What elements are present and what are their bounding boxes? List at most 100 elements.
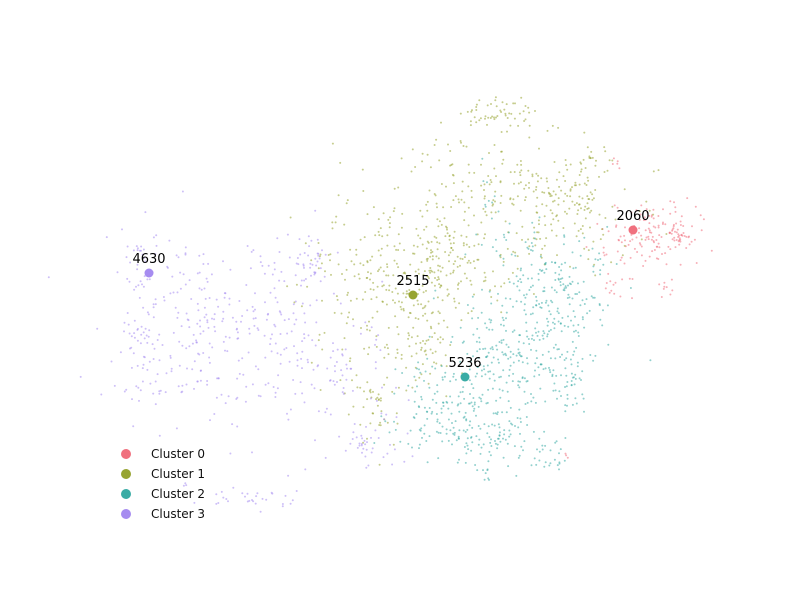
point-cluster-2 bbox=[481, 157, 484, 160]
point-cluster-1 bbox=[467, 259, 470, 262]
point-cluster-1 bbox=[604, 150, 607, 153]
point-cluster-2 bbox=[543, 290, 546, 293]
point-cluster-2 bbox=[524, 241, 527, 244]
point-cluster-1 bbox=[428, 189, 431, 192]
point-cluster-1 bbox=[476, 233, 479, 236]
point-cluster-2 bbox=[535, 295, 538, 298]
point-cluster-2 bbox=[472, 307, 475, 310]
point-cluster-3 bbox=[132, 249, 135, 252]
point-cluster-3 bbox=[370, 436, 372, 439]
point-cluster-3 bbox=[152, 306, 155, 309]
point-cluster-2 bbox=[526, 424, 529, 426]
point-cluster-1 bbox=[378, 398, 380, 401]
point-cluster-1 bbox=[337, 194, 340, 197]
point-cluster-1 bbox=[438, 265, 441, 268]
point-cluster-3 bbox=[283, 348, 286, 351]
point-cluster-1 bbox=[466, 110, 469, 113]
point-cluster-1 bbox=[569, 188, 572, 191]
point-cluster-0 bbox=[677, 233, 680, 236]
point-cluster-3 bbox=[246, 492, 249, 495]
point-cluster-1 bbox=[446, 232, 449, 235]
point-cluster-2 bbox=[420, 427, 423, 430]
point-cluster-1 bbox=[376, 396, 379, 399]
point-cluster-3 bbox=[249, 267, 252, 270]
point-cluster-2 bbox=[480, 400, 483, 403]
point-cluster-2 bbox=[472, 355, 474, 358]
point-cluster-0 bbox=[621, 278, 624, 281]
point-cluster-2 bbox=[502, 264, 505, 267]
point-cluster-2 bbox=[525, 380, 528, 383]
point-cluster-3 bbox=[253, 324, 256, 327]
point-cluster-2 bbox=[539, 363, 542, 366]
point-cluster-1 bbox=[319, 389, 322, 391]
point-cluster-1 bbox=[534, 244, 537, 247]
point-cluster-3 bbox=[154, 303, 157, 306]
point-cluster-2 bbox=[492, 356, 495, 359]
point-cluster-1 bbox=[564, 192, 567, 195]
point-cluster-2 bbox=[471, 317, 474, 320]
point-cluster-1 bbox=[531, 173, 534, 176]
point-cluster-3 bbox=[242, 373, 245, 376]
point-cluster-1 bbox=[501, 101, 504, 104]
point-cluster-1 bbox=[360, 327, 362, 329]
point-cluster-2 bbox=[491, 423, 494, 426]
point-cluster-2 bbox=[488, 290, 491, 293]
point-cluster-2 bbox=[418, 443, 421, 446]
point-cluster-2 bbox=[547, 320, 550, 323]
point-cluster-3 bbox=[158, 390, 161, 393]
point-cluster-1 bbox=[488, 183, 491, 186]
point-cluster-3 bbox=[299, 253, 302, 256]
point-cluster-1 bbox=[368, 346, 371, 349]
point-cluster-1 bbox=[371, 255, 374, 258]
point-cluster-0 bbox=[631, 238, 634, 241]
point-cluster-2 bbox=[480, 243, 483, 246]
point-cluster-2 bbox=[454, 420, 457, 423]
point-cluster-1 bbox=[363, 347, 366, 350]
point-cluster-3 bbox=[130, 366, 133, 369]
point-cluster-0 bbox=[619, 259, 622, 262]
point-cluster-1 bbox=[286, 285, 289, 288]
point-cluster-1 bbox=[414, 379, 417, 382]
point-cluster-3 bbox=[256, 327, 259, 330]
point-cluster-2 bbox=[561, 316, 564, 319]
point-cluster-3 bbox=[395, 416, 398, 419]
point-cluster-3 bbox=[177, 311, 180, 314]
point-cluster-1 bbox=[421, 307, 424, 310]
point-cluster-1 bbox=[399, 281, 401, 284]
point-cluster-0 bbox=[638, 227, 641, 230]
point-cluster-0 bbox=[647, 238, 650, 241]
point-cluster-0 bbox=[675, 222, 678, 225]
point-cluster-3 bbox=[119, 351, 122, 354]
point-cluster-3 bbox=[296, 359, 299, 362]
point-cluster-2 bbox=[512, 282, 515, 285]
point-cluster-1 bbox=[478, 99, 481, 102]
point-cluster-2 bbox=[498, 434, 501, 437]
point-cluster-1 bbox=[435, 138, 438, 141]
point-cluster-0 bbox=[652, 225, 655, 228]
point-cluster-3 bbox=[128, 332, 131, 335]
point-cluster-2 bbox=[629, 287, 632, 289]
point-cluster-2 bbox=[426, 417, 429, 420]
point-cluster-1 bbox=[421, 363, 424, 366]
point-cluster-0 bbox=[637, 231, 640, 234]
point-cluster-1 bbox=[483, 195, 486, 198]
point-cluster-3 bbox=[355, 436, 358, 439]
point-cluster-1 bbox=[402, 309, 405, 312]
point-cluster-0 bbox=[611, 163, 614, 165]
point-cluster-1 bbox=[581, 197, 584, 200]
point-cluster-3 bbox=[170, 370, 173, 373]
point-cluster-0 bbox=[585, 246, 588, 248]
point-cluster-3 bbox=[144, 327, 147, 330]
point-cluster-1 bbox=[657, 169, 660, 172]
point-cluster-1 bbox=[652, 170, 655, 173]
centroid-marker-cluster-1 bbox=[408, 290, 418, 300]
point-cluster-3 bbox=[203, 306, 206, 309]
point-cluster-3 bbox=[176, 316, 179, 319]
point-cluster-2 bbox=[432, 297, 435, 300]
point-cluster-3 bbox=[344, 449, 347, 452]
point-cluster-1 bbox=[527, 106, 530, 109]
point-cluster-2 bbox=[582, 397, 585, 400]
point-cluster-1 bbox=[446, 326, 449, 329]
point-cluster-2 bbox=[531, 284, 534, 287]
point-cluster-1 bbox=[547, 187, 550, 189]
